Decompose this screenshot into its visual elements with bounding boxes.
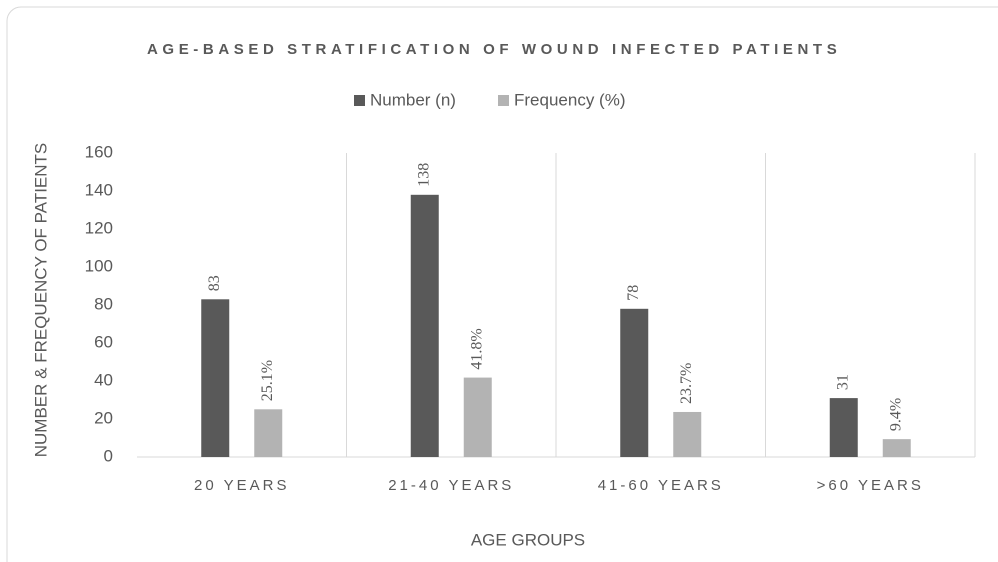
legend-label: Frequency (%) bbox=[514, 90, 625, 109]
legend-swatch bbox=[354, 95, 365, 106]
bar bbox=[463, 377, 492, 457]
legend-label: Number (n) bbox=[370, 90, 456, 109]
y-axis-title: NUMBER & FREQUENCY OF PATIENTS bbox=[31, 143, 50, 458]
chart-title: AGE-BASED STRATIFICATION OF WOUND INFECT… bbox=[147, 41, 841, 58]
y-tick-label: 140 bbox=[85, 180, 113, 199]
data-label: 23.7% bbox=[678, 363, 695, 404]
bar bbox=[673, 411, 702, 457]
y-tick-label: 60 bbox=[94, 332, 113, 351]
x-tick-label: >60 YEARS bbox=[817, 477, 924, 494]
bar bbox=[829, 398, 858, 457]
bar bbox=[620, 308, 649, 457]
bar bbox=[882, 439, 911, 457]
y-tick-label: 160 bbox=[85, 142, 113, 161]
y-tick-label: 100 bbox=[85, 256, 113, 275]
data-label: 31 bbox=[834, 374, 851, 390]
x-tick-label: 21-40 YEARS bbox=[388, 477, 514, 494]
y-tick-label: 20 bbox=[94, 408, 113, 427]
bar bbox=[254, 409, 283, 457]
y-tick-label: 120 bbox=[85, 218, 113, 237]
bar bbox=[410, 194, 439, 458]
y-tick-label: 40 bbox=[94, 370, 113, 389]
x-axis-title: AGE GROUPS bbox=[471, 530, 585, 549]
y-tick-label: 80 bbox=[94, 294, 113, 313]
legend-swatch bbox=[498, 95, 509, 106]
x-tick-label: 20 YEARS bbox=[194, 477, 289, 494]
data-label: 41.8% bbox=[468, 328, 485, 369]
bar bbox=[201, 299, 230, 457]
data-label: 25.1% bbox=[259, 360, 276, 401]
data-label: 9.4% bbox=[887, 398, 904, 431]
data-label: 83 bbox=[206, 275, 223, 291]
data-label: 138 bbox=[415, 163, 432, 187]
y-tick-label: 0 bbox=[104, 446, 113, 465]
data-label: 78 bbox=[625, 285, 642, 301]
x-tick-label: 41-60 YEARS bbox=[598, 477, 724, 494]
